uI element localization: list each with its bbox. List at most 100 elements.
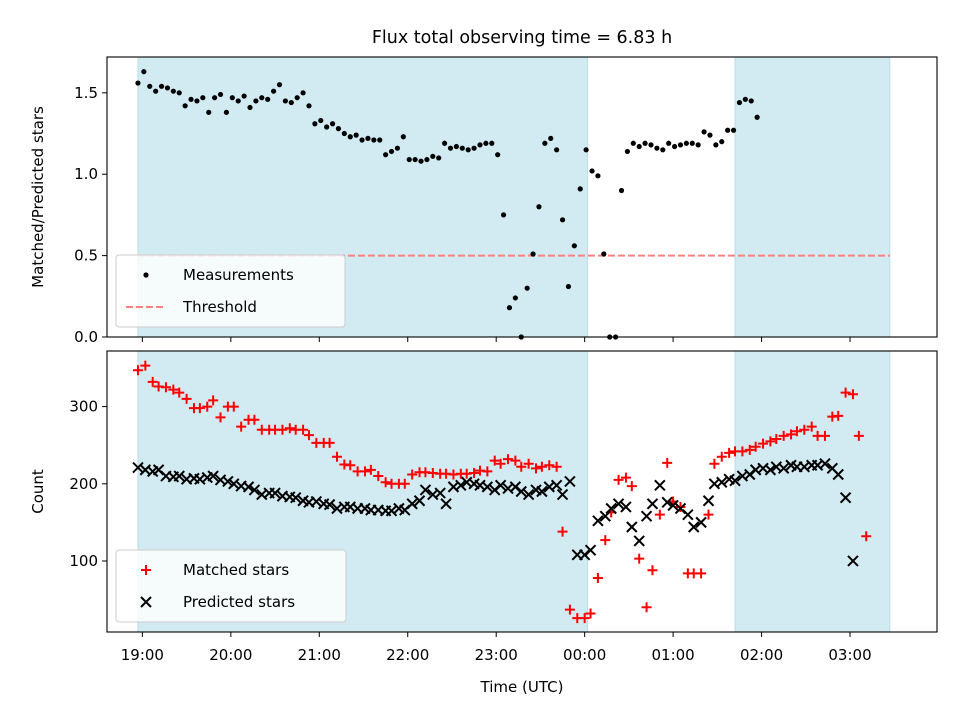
measurement-point [147,83,153,89]
matched-stars-point [654,509,665,520]
measurement-point [318,117,324,124]
measurement-point [353,132,359,138]
predicted-stars-point [494,479,507,492]
predicted-stars-point [248,484,261,496]
matched-stars-point [407,469,418,480]
matched-stars-point [564,604,575,615]
predicted-stars-point [522,488,535,501]
predicted-stars-point [764,464,777,476]
matched-stars-point [365,464,376,475]
measurement-point [453,143,459,150]
matched-stars-point [551,461,562,472]
matched-stars-point [531,463,542,474]
predicted-stars-point [695,516,707,529]
matched-stars-point [132,365,143,376]
matched-stars-point [510,455,521,466]
predicted-stars-point [419,484,432,496]
legend-label: Predicted stars [183,593,295,611]
y-axis-label: Matched/Predicted stars [29,106,47,288]
measurement-point [229,95,235,101]
measurement-point [388,148,395,155]
measurement-point [377,137,383,143]
matched-stars-point [168,384,179,395]
matched-stars-point [709,458,720,469]
measurement-point [206,109,212,115]
legend-marker-measurements [143,272,149,278]
matched-stars-point [626,481,637,492]
predicted-stars-point [847,555,859,567]
matched-stars-point [544,460,555,471]
matched-stars-point [806,421,817,432]
measurement-point [636,143,642,150]
matched-stars-point [174,387,185,398]
measurement-point [324,124,330,130]
predicted-stars-point [556,488,569,501]
predicted-stars-point [550,479,563,492]
matched-stars-point [536,461,547,472]
predicted-stars-point [413,495,426,507]
measurement-point [383,152,389,158]
measurement-point [164,85,171,91]
measurement-point [554,147,560,153]
matched-stars-point [703,509,714,520]
matched-stars-point [771,434,782,445]
measurement-point [500,212,507,218]
matched-stars-point [502,454,513,465]
predicted-stars-point [716,476,728,488]
matched-stars-point [181,393,192,404]
predicted-stars-point [406,498,418,510]
matched-stars-point [758,438,769,449]
predicted-stars-point [661,496,673,509]
measurement-point [217,91,224,98]
predicted-stars-point [599,510,612,522]
matched-stars-point [647,565,658,576]
matched-stars-point [696,568,707,579]
measurement-point [624,148,631,155]
legend-box [115,254,346,328]
measurement-point [430,153,436,159]
measurement-point [182,103,188,109]
predicted-stars-point [702,495,715,507]
measurement-point [406,156,412,163]
matched-stars-point [399,478,410,489]
x-tick-label: 01:00 [651,646,694,664]
measurement-point [695,142,701,148]
measurement-point [506,305,513,311]
measurement-point [194,98,200,104]
measurement-point [683,140,689,146]
matched-stars-point [147,376,158,387]
predicted-stars-point [605,502,617,515]
x-tick-label: 00:00 [563,646,606,664]
measurement-point [465,147,471,153]
legend-label: Measurements [183,266,294,284]
matched-stars-point [613,474,624,485]
measurement-point [471,145,477,151]
measurement-point [412,156,418,163]
measurement-point [247,104,253,111]
matched-stars-point [641,602,652,613]
measurement-point [512,295,518,301]
predicted-stars-point [654,479,666,492]
measurement-point [730,127,737,133]
predicted-stars-point [222,475,234,488]
matched-stars-point [236,421,247,432]
measurement-point [394,145,401,151]
measurement-point [436,155,442,161]
measurement-point [259,95,265,101]
matched-stars-point [750,441,761,452]
measurement-point [660,147,666,153]
y-tick-label: 0.0 [74,328,98,346]
measurement-point [524,285,530,291]
measurement-point [282,98,288,104]
matched-stars-point [284,423,295,434]
measurement-point [754,114,760,120]
measurement-point [141,69,147,75]
matched-stars-point [833,410,844,421]
measurement-point [701,129,707,135]
matched-stars-point [303,430,314,441]
measurement-point [571,243,577,249]
matched-stars-point [380,477,391,488]
measurement-point [671,143,678,150]
predicted-stars-point [688,521,700,533]
matched-stars-point [482,466,493,477]
